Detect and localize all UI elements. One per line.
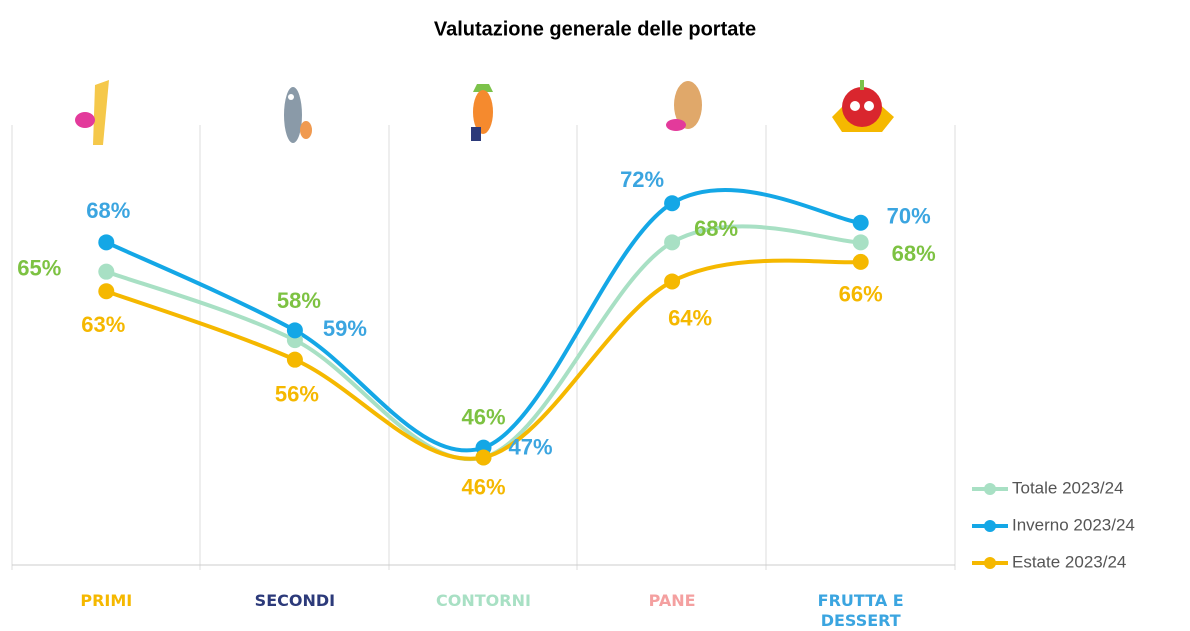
data-label: 68% — [892, 241, 936, 266]
chart-title: Valutazione generale delle portate — [434, 18, 756, 40]
data-point — [664, 234, 681, 251]
x-tick-label: FRUTTA E DESSERT — [817, 591, 904, 630]
legend-swatch — [984, 520, 996, 532]
x-tick-label: SECONDI — [254, 591, 336, 610]
data-label: 64% — [668, 305, 712, 330]
data-label: 56% — [275, 381, 319, 406]
data-label: 68% — [86, 198, 130, 223]
data-point — [98, 234, 115, 251]
data-label: 65% — [17, 255, 61, 280]
data-point — [664, 273, 681, 290]
x-tick-label: PRIMI — [80, 591, 133, 610]
x-tick-label: CONTORNI — [436, 591, 531, 610]
data-point — [475, 449, 492, 466]
data-point — [98, 283, 115, 300]
data-label: 46% — [461, 474, 505, 499]
data-label: 72% — [620, 167, 664, 192]
legend-swatch — [984, 557, 996, 569]
data-point — [852, 253, 869, 270]
data-label: 47% — [508, 434, 552, 459]
legend-swatch — [984, 483, 996, 495]
legend-label: Estate 2023/24 — [1012, 552, 1126, 571]
data-point — [98, 263, 115, 280]
data-label: 68% — [694, 216, 738, 241]
data-label: 58% — [277, 288, 321, 313]
legend-label: Totale 2023/24 — [1012, 478, 1124, 497]
data-point — [852, 214, 869, 231]
data-point — [664, 195, 681, 212]
data-label: 46% — [461, 404, 505, 429]
data-point — [852, 234, 869, 251]
data-label: 70% — [887, 204, 931, 229]
mascot-icons — [75, 80, 894, 145]
data-point — [286, 322, 303, 339]
data-point — [286, 351, 303, 368]
x-tick-label: PANE — [648, 591, 696, 610]
data-label: 63% — [81, 312, 125, 337]
data-label: 66% — [839, 282, 883, 307]
legend-label: Inverno 2023/24 — [1012, 515, 1135, 534]
column-separators — [11, 125, 956, 570]
data-label: 59% — [323, 316, 367, 341]
